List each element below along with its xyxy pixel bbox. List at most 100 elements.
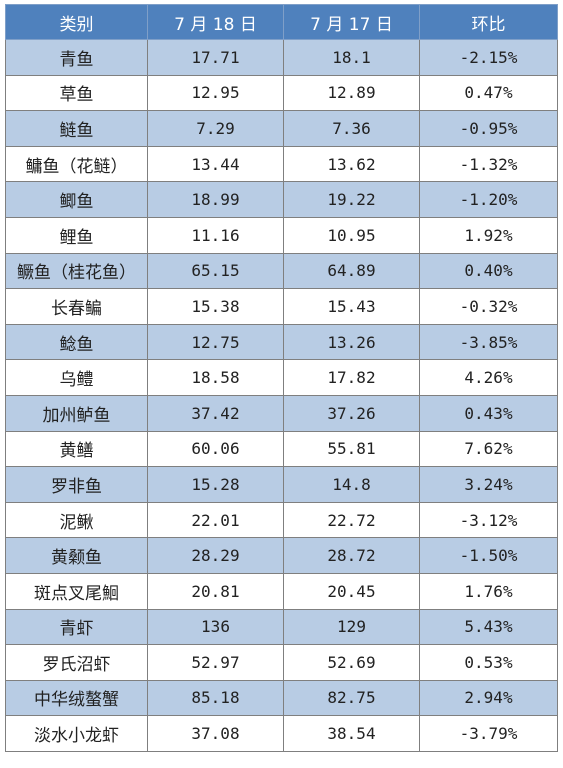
cell-jul-17: 37.26 (283, 394, 420, 432)
table-row: 鳜鱼（桂花鱼） 65.15 64.89 0.40% (5, 252, 558, 290)
cell-jul-18: 17.71 (147, 39, 284, 76)
header-jul-17: 7 月 17 日 (283, 4, 420, 40)
cell-category: 长春鳊 (5, 288, 148, 325)
cell-category: 草鱼 (5, 74, 148, 112)
cell-jul-17: 14.8 (283, 466, 420, 503)
table-row: 长春鳊 15.38 15.43 -0.32% (5, 288, 558, 325)
cell-change: -1.20% (419, 181, 558, 218)
table-row: 鲢鱼 7.29 7.36 -0.95% (5, 110, 558, 147)
cell-category: 青鱼 (5, 39, 148, 76)
cell-jul-17: 82.75 (283, 679, 420, 717)
cell-category: 泥鳅 (5, 501, 148, 539)
cell-jul-18: 52.97 (147, 644, 284, 681)
cell-change: 2.94% (419, 679, 558, 717)
cell-jul-18: 136 (147, 608, 284, 646)
cell-change: 5.43% (419, 608, 558, 646)
cell-category: 鲶鱼 (5, 323, 148, 361)
cell-change: -2.15% (419, 39, 558, 76)
table-row: 鲤鱼 11.16 10.95 1.92% (5, 216, 558, 254)
cell-jul-18: 13.44 (147, 145, 284, 183)
table-row: 乌鳢 18.58 17.82 4.26% (5, 359, 558, 396)
table-row: 青鱼 17.71 18.1 -2.15% (5, 39, 558, 76)
cell-category: 加州鲈鱼 (5, 394, 148, 432)
table-row: 斑点叉尾鮰 20.81 20.45 1.76% (5, 572, 558, 610)
table-row: 加州鲈鱼 37.42 37.26 0.43% (5, 394, 558, 432)
cell-category: 乌鳢 (5, 359, 148, 396)
cell-jul-17: 64.89 (283, 252, 420, 290)
table-row: 中华绒螯蟹 85.18 82.75 2.94% (5, 679, 558, 717)
cell-jul-17: 22.72 (283, 501, 420, 539)
cell-category: 鲫鱼 (5, 181, 148, 218)
cell-category: 罗非鱼 (5, 466, 148, 503)
cell-change: -0.95% (419, 110, 558, 147)
price-table-container: 类别 7 月 18 日 7 月 17 日 环比 青鱼 17.71 18.1 -2.15… (5, 4, 558, 752)
cell-jul-18: 11.16 (147, 216, 284, 254)
cell-change: 0.43% (419, 394, 558, 432)
table-row: 鲫鱼 18.99 19.22 -1.20% (5, 181, 558, 218)
cell-jul-18: 15.28 (147, 466, 284, 503)
cell-change: 4.26% (419, 359, 558, 396)
cell-change: 0.47% (419, 74, 558, 112)
table-row: 泥鳅 22.01 22.72 -3.12% (5, 501, 558, 539)
cell-category: 黄颡鱼 (5, 537, 148, 574)
cell-jul-18: 12.75 (147, 323, 284, 361)
cell-jul-18: 37.42 (147, 394, 284, 432)
cell-jul-17: 55.81 (283, 430, 420, 468)
cell-change: -3.85% (419, 323, 558, 361)
cell-jul-17: 17.82 (283, 359, 420, 396)
cell-jul-18: 18.58 (147, 359, 284, 396)
cell-jul-17: 28.72 (283, 537, 420, 574)
cell-jul-17: 52.69 (283, 644, 420, 681)
cell-jul-18: 7.29 (147, 110, 284, 147)
header-change: 环比 (419, 4, 558, 40)
table-row: 草鱼 12.95 12.89 0.47% (5, 74, 558, 112)
cell-change: -3.79% (419, 715, 558, 752)
cell-jul-17: 12.89 (283, 74, 420, 112)
cell-jul-18: 15.38 (147, 288, 284, 325)
cell-jul-17: 13.62 (283, 145, 420, 183)
cell-jul-18: 60.06 (147, 430, 284, 468)
cell-jul-18: 12.95 (147, 74, 284, 112)
table-row: 鲶鱼 12.75 13.26 -3.85% (5, 323, 558, 361)
cell-category: 罗氏沼虾 (5, 644, 148, 681)
cell-change: 1.76% (419, 572, 558, 610)
table-body: 青鱼 17.71 18.1 -2.15% 草鱼 12.95 12.89 0.47% 鲢鱼 7.29… (5, 39, 558, 752)
cell-change: 0.40% (419, 252, 558, 290)
cell-change: -0.32% (419, 288, 558, 325)
cell-jul-18: 22.01 (147, 501, 284, 539)
header-jul-18: 7 月 18 日 (147, 4, 284, 40)
cell-jul-18: 85.18 (147, 679, 284, 717)
table-header: 类别 7 月 18 日 7 月 17 日 环比 (5, 4, 558, 40)
header-category: 类别 (5, 4, 148, 40)
table-row: 淡水小龙虾 37.08 38.54 -3.79% (5, 715, 558, 752)
cell-jul-17: 13.26 (283, 323, 420, 361)
table-row: 青虾 136 129 5.43% (5, 608, 558, 646)
cell-category: 鳜鱼（桂花鱼） (5, 252, 148, 290)
cell-jul-18: 20.81 (147, 572, 284, 610)
cell-category: 斑点叉尾鮰 (5, 572, 148, 610)
cell-change: -1.50% (419, 537, 558, 574)
header-row: 类别 7 月 18 日 7 月 17 日 环比 (5, 4, 558, 40)
cell-change: -3.12% (419, 501, 558, 539)
cell-jul-17: 10.95 (283, 216, 420, 254)
cell-jul-17: 18.1 (283, 39, 420, 76)
cell-jul-17: 7.36 (283, 110, 420, 147)
cell-category: 鲢鱼 (5, 110, 148, 147)
cell-category: 鳙鱼（花鲢） (5, 145, 148, 183)
table-row: 罗非鱼 15.28 14.8 3.24% (5, 466, 558, 503)
cell-jul-17: 38.54 (283, 715, 420, 752)
cell-change: 3.24% (419, 466, 558, 503)
cell-jul-17: 20.45 (283, 572, 420, 610)
cell-jul-18: 37.08 (147, 715, 284, 752)
cell-category: 黄鳝 (5, 430, 148, 468)
table-row: 鳙鱼（花鲢） 13.44 13.62 -1.32% (5, 145, 558, 183)
table-row: 黄颡鱼 28.29 28.72 -1.50% (5, 537, 558, 574)
table-row: 黄鳝 60.06 55.81 7.62% (5, 430, 558, 468)
cell-change: -1.32% (419, 145, 558, 183)
cell-change: 0.53% (419, 644, 558, 681)
cell-jul-18: 28.29 (147, 537, 284, 574)
cell-jul-17: 129 (283, 608, 420, 646)
price-table: 类别 7 月 18 日 7 月 17 日 环比 青鱼 17.71 18.1 -2.15… (5, 4, 558, 752)
table-row: 罗氏沼虾 52.97 52.69 0.53% (5, 644, 558, 681)
cell-change: 7.62% (419, 430, 558, 468)
